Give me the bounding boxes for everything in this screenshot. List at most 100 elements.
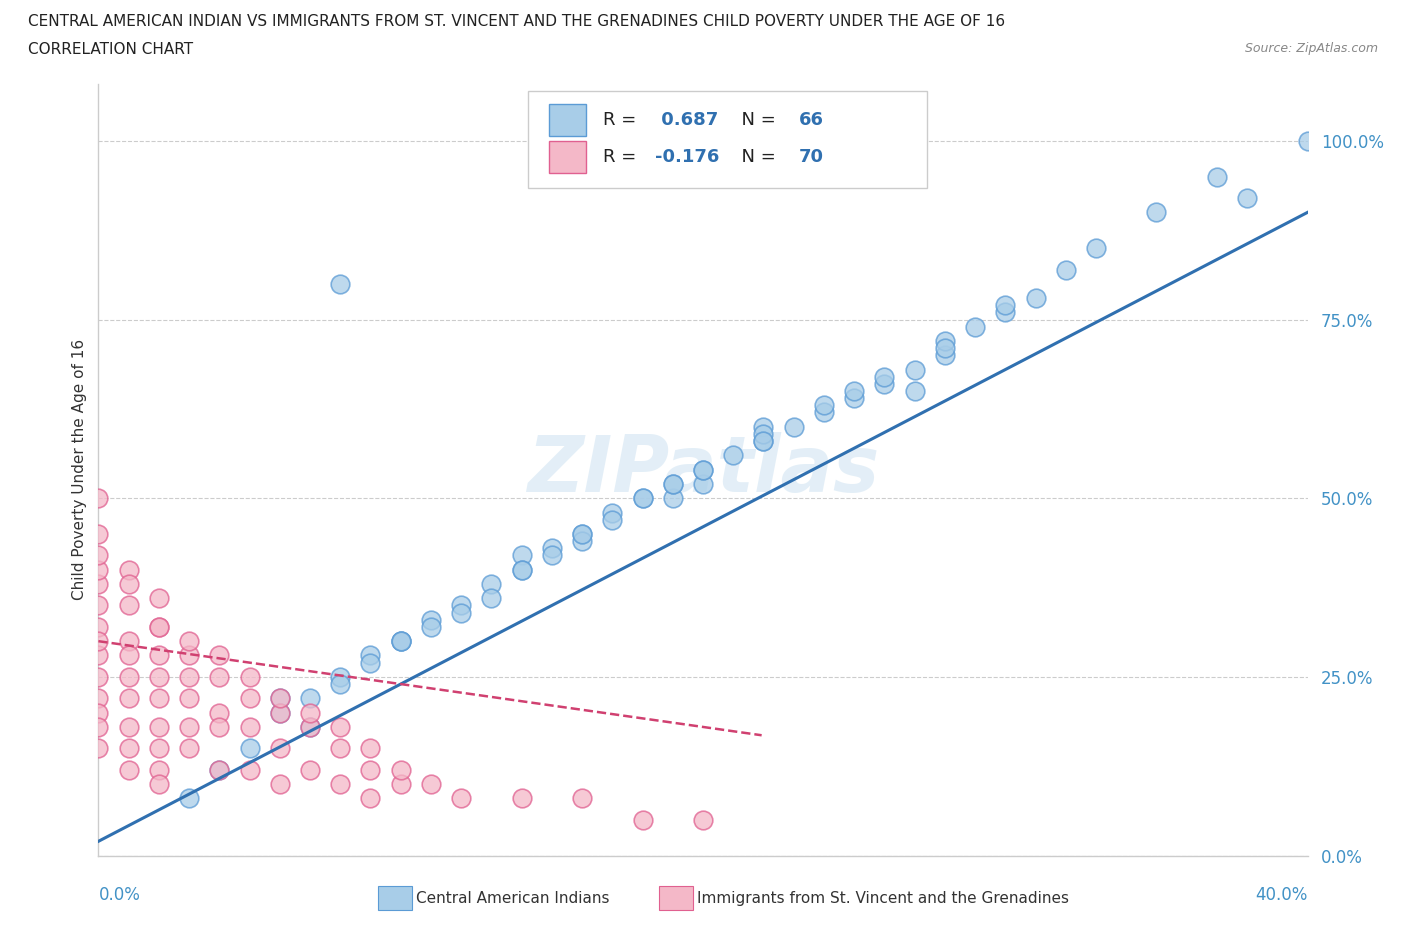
Point xyxy=(360,656,382,671)
Text: N =: N = xyxy=(730,111,782,129)
Y-axis label: Child Poverty Under the Age of 16: Child Poverty Under the Age of 16 xyxy=(72,339,87,600)
Point xyxy=(571,526,593,541)
Point xyxy=(87,705,110,720)
Point xyxy=(844,383,866,398)
Point xyxy=(269,741,291,756)
Point xyxy=(723,448,745,463)
Point xyxy=(994,305,1017,320)
Point xyxy=(87,526,110,541)
Point xyxy=(661,476,683,491)
Point xyxy=(269,691,291,706)
Point xyxy=(329,741,352,756)
Point xyxy=(299,705,322,720)
Point xyxy=(661,491,683,506)
Point xyxy=(873,377,896,392)
Point xyxy=(118,670,141,684)
Point xyxy=(329,777,352,791)
Point xyxy=(269,691,291,706)
Point xyxy=(148,591,170,605)
Text: Central American Indians: Central American Indians xyxy=(416,891,610,906)
FancyBboxPatch shape xyxy=(550,140,586,173)
Point xyxy=(179,633,201,648)
Point xyxy=(360,648,382,663)
Point xyxy=(118,763,141,777)
Point xyxy=(450,598,472,613)
Point xyxy=(420,777,443,791)
Point xyxy=(540,541,562,556)
Point xyxy=(994,298,1017,312)
Point xyxy=(118,720,141,735)
Point xyxy=(118,648,141,663)
Text: 66: 66 xyxy=(799,111,824,129)
Point xyxy=(87,563,110,578)
FancyBboxPatch shape xyxy=(550,104,586,136)
Point xyxy=(87,648,110,663)
Point xyxy=(299,691,322,706)
Point xyxy=(934,334,956,349)
Point xyxy=(661,476,683,491)
Point xyxy=(329,276,352,291)
Point xyxy=(148,670,170,684)
Point xyxy=(752,433,775,448)
Point xyxy=(631,813,654,828)
Point xyxy=(179,670,201,684)
Point xyxy=(389,633,412,648)
Point xyxy=(208,763,231,777)
Text: 0.0%: 0.0% xyxy=(98,886,141,905)
Point xyxy=(571,526,593,541)
Point xyxy=(299,720,322,735)
Point xyxy=(118,741,141,756)
Point xyxy=(1296,133,1319,148)
Point xyxy=(87,598,110,613)
Point xyxy=(118,577,141,591)
Point xyxy=(510,548,533,563)
Point xyxy=(450,791,472,806)
Point xyxy=(752,419,775,434)
Point xyxy=(239,691,262,706)
Point xyxy=(179,791,201,806)
Point xyxy=(510,563,533,578)
Text: R =: R = xyxy=(603,111,641,129)
Point xyxy=(208,670,231,684)
Point xyxy=(602,512,624,527)
Point xyxy=(873,369,896,384)
Text: R =: R = xyxy=(603,148,641,166)
Point xyxy=(1144,205,1167,219)
Point xyxy=(360,791,382,806)
Point xyxy=(118,691,141,706)
Text: Immigrants from St. Vincent and the Grenadines: Immigrants from St. Vincent and the Gren… xyxy=(697,891,1070,906)
Point xyxy=(118,563,141,578)
Point xyxy=(87,633,110,648)
Point xyxy=(692,476,714,491)
Point xyxy=(239,763,262,777)
Point xyxy=(148,648,170,663)
Point xyxy=(239,741,262,756)
Point xyxy=(87,548,110,563)
Point xyxy=(179,648,201,663)
Text: CORRELATION CHART: CORRELATION CHART xyxy=(28,42,193,57)
Text: 40.0%: 40.0% xyxy=(1256,886,1308,905)
Point xyxy=(1236,191,1258,206)
Point xyxy=(813,398,835,413)
Point xyxy=(329,670,352,684)
Text: N =: N = xyxy=(730,148,782,166)
Point xyxy=(269,777,291,791)
Point xyxy=(148,619,170,634)
Point xyxy=(179,720,201,735)
Point xyxy=(360,763,382,777)
Point xyxy=(389,777,412,791)
Point xyxy=(844,391,866,405)
Point xyxy=(692,462,714,477)
Point xyxy=(481,577,503,591)
Point xyxy=(420,612,443,627)
Point xyxy=(208,720,231,735)
Text: ZIPatlas: ZIPatlas xyxy=(527,432,879,508)
Point xyxy=(148,720,170,735)
Point xyxy=(420,619,443,634)
Point xyxy=(540,548,562,563)
Point xyxy=(239,670,262,684)
Point xyxy=(389,633,412,648)
Point xyxy=(752,427,775,442)
Point xyxy=(269,705,291,720)
Point xyxy=(904,362,927,377)
